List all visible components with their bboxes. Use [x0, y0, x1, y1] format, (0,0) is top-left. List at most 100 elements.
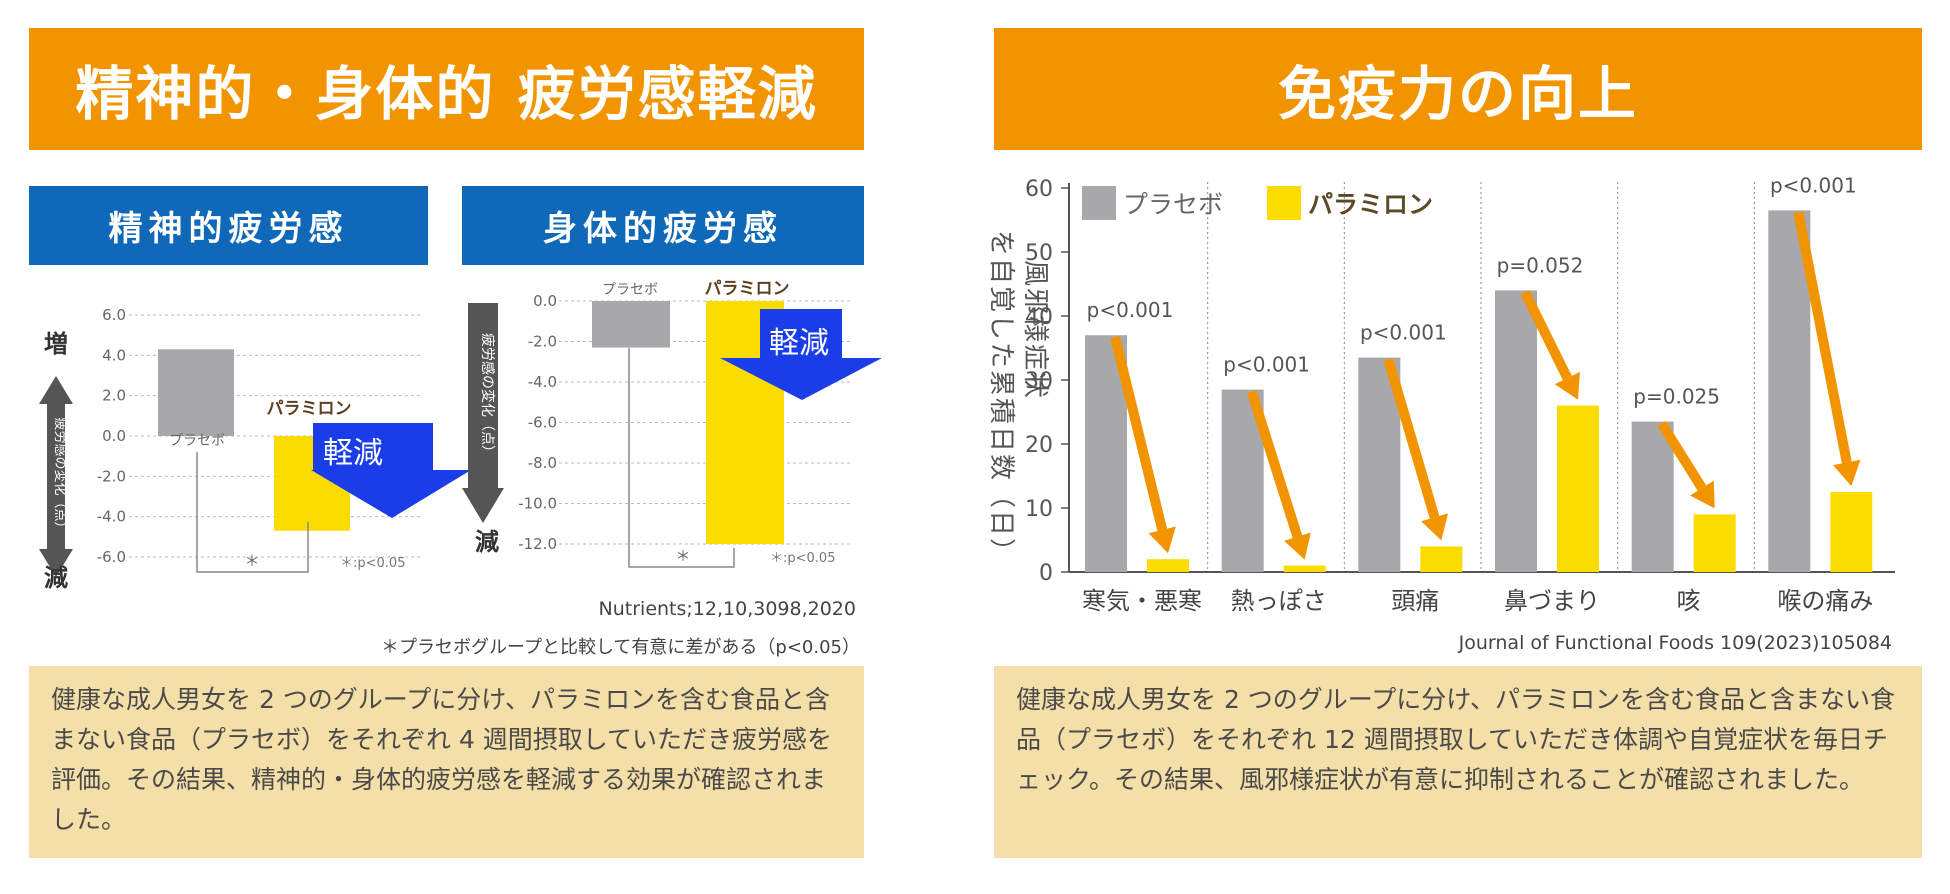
p-value-label: p<0.001 [1223, 353, 1310, 377]
c1-sig-marker: ＊ [244, 552, 259, 570]
physical-fatigue-chart: 0.0-2.0-4.0-6.0-8.0-10.0-12.0 プラセボ パラミロン … [462, 279, 882, 568]
legend-paramylon-label: パラミロン [1308, 190, 1433, 219]
reduction-arrow-shaft [1520, 290, 1572, 381]
c3-legend: プラセボ パラミロン [1082, 186, 1433, 220]
physical-fatigue-title: 身体的疲労感 [543, 209, 783, 249]
y-tick-label: 0.0 [102, 427, 126, 445]
c2-axis-bottom: 減 [475, 528, 499, 556]
y-tick-label: 30 [1025, 369, 1053, 394]
paramylon-bar [1830, 492, 1873, 572]
c2-ticks: 0.0 -2.0 -4.0 -6.0 -8.0 -10.0 -12.0 [518, 292, 557, 553]
right-title: 免疫力の向上 [1277, 60, 1638, 128]
y-tick-label: 6.0 [102, 306, 126, 324]
c3-separators [1207, 182, 1755, 572]
c1-ylabel: 疲労感の変化（点） [52, 417, 68, 534]
c2-ylabel: 疲労感の変化（点） [479, 333, 496, 459]
left-description: 健康な成人男女を 2 つのグループに分け、パラミロンを含む食品と含まない食品（プ… [51, 685, 833, 834]
p-value-label: p=0.052 [1497, 253, 1584, 277]
c1-axis-bottom: 減 [44, 564, 68, 590]
right-title-banner: 免疫力の向上 [994, 28, 1922, 150]
paramylon-bar [1420, 546, 1463, 572]
y-tick-label: -10.0 [518, 495, 557, 513]
p-value-label: p<0.001 [1770, 173, 1857, 197]
p-value-label: p<0.001 [1360, 321, 1447, 345]
paramylon-label: パラミロン [705, 279, 790, 299]
physical-fatigue-header: 身体的疲労感 [462, 186, 864, 265]
placebo-label: プラセボ [169, 433, 225, 449]
left-significance-note: ＊プラセボグループと比較して有意に差がある（p<0.05） [381, 637, 860, 658]
y-tick-label: -4.0 [528, 373, 557, 391]
legend-placebo-swatch [1082, 186, 1116, 220]
c3-categories: 寒気・悪寒 熱っぽさ 頭痛 鼻づまり 咳 喉の痛み [1082, 587, 1873, 615]
c1-axis-arrow [39, 376, 73, 577]
c1-reduction-arrow [311, 423, 469, 518]
paramylon-bar [1557, 405, 1599, 572]
legend-paramylon-swatch [1267, 186, 1301, 220]
y-tick-label: -12.0 [518, 535, 557, 553]
c3-ylabel-line1: 風邪様症状 [1020, 260, 1050, 400]
paramylon-label: パラミロン [267, 399, 352, 419]
c1-bars: プラセボ パラミロン [158, 349, 352, 531]
c2-sig-marker: ＊ [675, 547, 690, 565]
y-tick-label: 50 [1025, 241, 1053, 266]
reduction-arrow-shaft [1246, 390, 1303, 539]
p-value-label: p=0.025 [1633, 385, 1720, 409]
y-tick-label: 10 [1025, 497, 1053, 522]
reduction-arrow-head [1554, 371, 1580, 400]
y-tick-label: 4.0 [102, 346, 126, 364]
legend-placebo-label: プラセボ [1123, 190, 1223, 219]
c1-axis-top: 増 [44, 330, 68, 358]
placebo-bar [1768, 210, 1811, 572]
y-tick-label: -2.0 [528, 333, 557, 351]
c3-ticks: 0 10 20 30 40 50 60 [1025, 177, 1069, 586]
reduction-arrow-shaft [1657, 420, 1707, 491]
reduction-arrow-head [1833, 459, 1861, 486]
category-label: 寒気・悪寒 [1082, 587, 1202, 615]
reduction-arrow-shaft [1793, 211, 1852, 464]
category-label: 咳 [1677, 587, 1701, 615]
reduction-arrow-shaft [1110, 336, 1168, 532]
c2-reduction-arrow [720, 309, 882, 400]
mental-fatigue-header: 精神的疲労感 [29, 186, 428, 265]
category-label: 熱っぽさ [1231, 587, 1327, 615]
y-tick-label: 20 [1025, 433, 1053, 458]
c2-bars: プラセボ パラミロン [592, 279, 790, 544]
reduction-arrow-head [1148, 526, 1176, 554]
c3-pvalues: p<0.001 p<0.001 p<0.001 p=0.052 p=0.025 p<0.0… [1087, 173, 1857, 408]
mental-fatigue-title: 精神的疲労感 [108, 209, 349, 249]
y-tick-label: 60 [1025, 177, 1053, 202]
c3-grid [1068, 183, 1895, 573]
p-value-label: p<0.001 [1087, 298, 1174, 322]
paramylon-bar [1693, 514, 1736, 572]
y-tick-label: -6.0 [528, 414, 557, 432]
paramylon-bar [1283, 565, 1326, 572]
c1-reduction-label: 軽減 [323, 436, 383, 471]
c2-sig-bracket [628, 348, 735, 568]
placebo-bar [158, 349, 234, 436]
y-tick-label: -8.0 [528, 454, 557, 472]
category-label: 頭痛 [1391, 587, 1439, 615]
category-label: 喉の痛み [1777, 587, 1873, 615]
placebo-bar [1631, 421, 1674, 572]
y-tick-label: -4.0 [97, 508, 126, 526]
c1-sig-note: ＊:p<0.05 [340, 556, 405, 571]
left-title: 精神的・身体的 疲労感軽減 [75, 60, 818, 128]
left-reference: Nutrients;12,10,3098,2020 [598, 598, 856, 620]
y-tick-label: 2.0 [102, 387, 126, 405]
c2-sig-note: ＊:p<0.05 [770, 551, 835, 566]
c3-ylabel-line2: を自覚した累積日数（日） [986, 230, 1016, 566]
right-description-box: 健康な成人男女を 2 つのグループに分け、パラミロンを含む食品と含まない食品（プ… [994, 666, 1922, 858]
c2-reduction-label: 軽減 [769, 326, 829, 361]
right-reference: Journal of Functional Foods 109(2023)105… [1458, 632, 1892, 654]
reduction-arrow-shaft [1383, 358, 1440, 519]
c1-sig-bracket [196, 452, 309, 573]
placebo-bar [592, 301, 670, 348]
placebo-bar [1495, 290, 1537, 572]
immunity-chart: 0 10 20 30 40 50 60 p<0.001 p<0.001 p<0.001 p=0.0… [986, 173, 1895, 615]
paramylon-bar [1147, 559, 1189, 572]
y-tick-label: 0.0 [533, 292, 557, 310]
reduction-arrow-head [1421, 513, 1449, 541]
reduction-arrow-head [1284, 532, 1311, 560]
right-description: 健康な成人男女を 2 つのグループに分け、パラミロンを含む食品と含まない食品（プ… [1016, 685, 1896, 794]
y-tick-label: 40 [1025, 305, 1053, 330]
